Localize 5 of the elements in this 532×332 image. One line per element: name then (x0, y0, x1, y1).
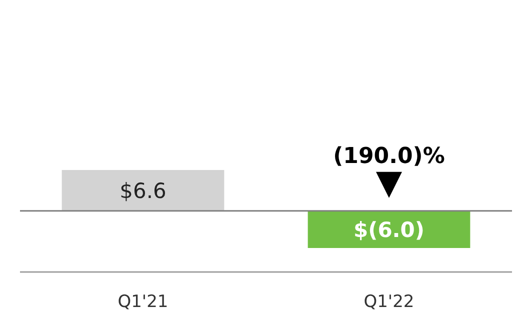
annotation: (190.0)% (333, 144, 445, 169)
data-label: $6.6 (120, 178, 166, 203)
data-label: $(6.0) (353, 218, 425, 242)
x-tick-label: Q1'21 (118, 292, 168, 312)
x-tick-label: Q1'22 (364, 292, 414, 312)
